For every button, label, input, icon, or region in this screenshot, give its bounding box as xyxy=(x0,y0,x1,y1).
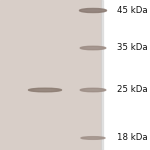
Ellipse shape xyxy=(81,137,105,139)
Text: 45 kDa: 45 kDa xyxy=(117,6,148,15)
Text: 35 kDa: 35 kDa xyxy=(117,44,148,52)
Ellipse shape xyxy=(80,8,106,13)
Ellipse shape xyxy=(80,88,106,92)
Text: 25 kDa: 25 kDa xyxy=(117,85,148,94)
Text: 18 kDa: 18 kDa xyxy=(117,134,148,142)
Ellipse shape xyxy=(28,88,61,92)
Bar xyxy=(101,0,103,150)
Bar xyxy=(0,0,102,150)
Bar xyxy=(102,0,150,150)
Ellipse shape xyxy=(80,46,106,50)
